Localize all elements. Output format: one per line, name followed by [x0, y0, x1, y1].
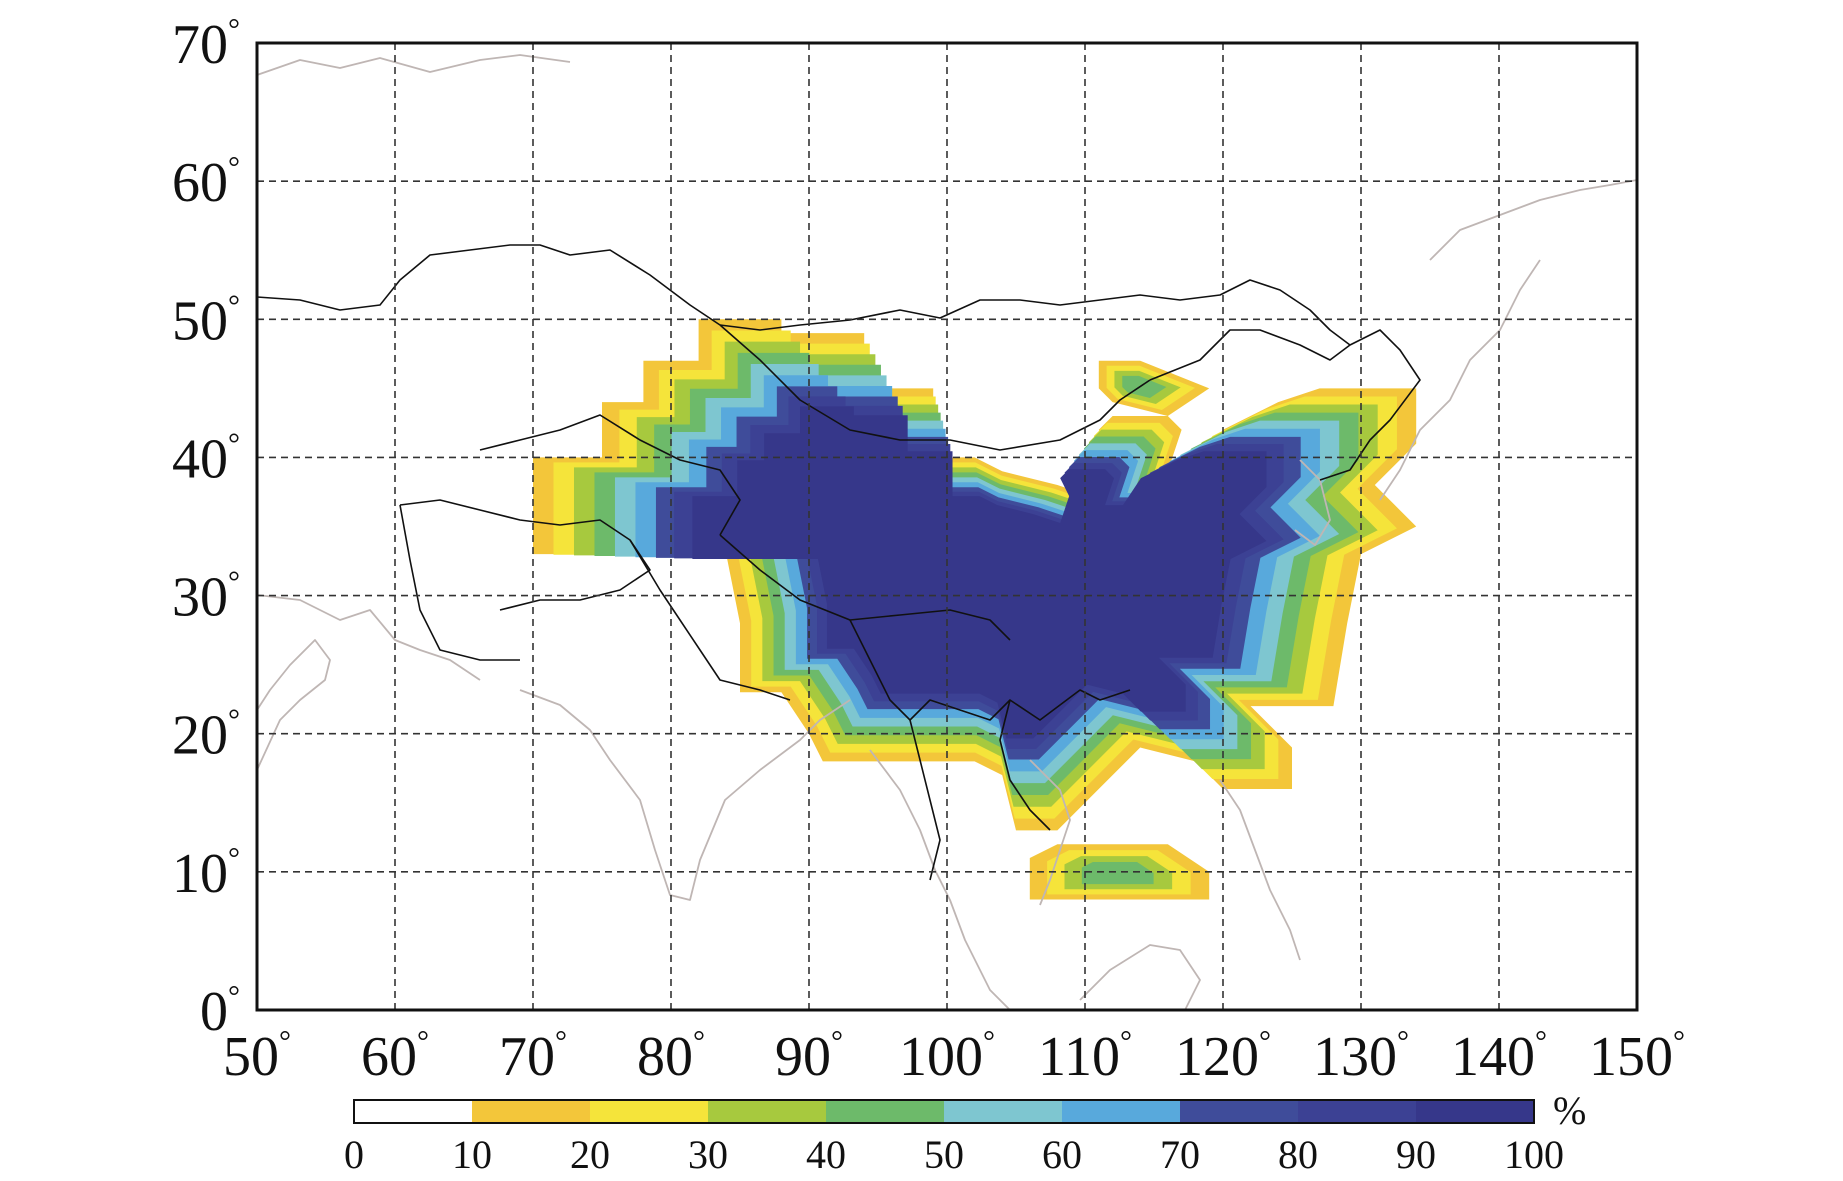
x-tick-label: 130° — [1313, 1025, 1409, 1088]
y-tick-label: 50° — [172, 289, 240, 352]
y-tick-label: 30° — [172, 566, 240, 629]
colorbar-swatch — [1298, 1100, 1417, 1123]
border-china-northeast — [1149, 329, 1421, 481]
colorbar-tick-label: 90 — [1396, 1132, 1436, 1177]
colorbar-tick-label: 50 — [924, 1132, 964, 1177]
border-afghanistan — [399, 499, 651, 611]
colorbar-tick-label: 100 — [1504, 1132, 1564, 1177]
x-tick-label: 100° — [899, 1025, 995, 1088]
colorbar-swatch — [708, 1100, 827, 1123]
x-tick-label: 150° — [1589, 1025, 1685, 1088]
x-tick-label: 90° — [775, 1025, 843, 1088]
y-axis-tick-labels: 0°10°20°30°40°50°60°70° — [172, 13, 240, 1043]
x-tick-label: 50° — [223, 1025, 291, 1088]
coastlines — [257, 54, 1637, 1010]
colorbar-tick-label: 0 — [344, 1132, 364, 1177]
colorbar-swatch — [1180, 1100, 1299, 1123]
coastline-arabia — [257, 639, 331, 771]
coastline-japan — [1379, 259, 1541, 501]
x-tick-label: 70° — [499, 1025, 567, 1088]
border-kazakhstan-russia — [257, 244, 721, 326]
coastline-vietnam — [1029, 759, 1071, 906]
border-southeast-asia — [849, 619, 1131, 721]
border-mongolia-russia — [719, 279, 1351, 346]
x-tick-label: 80° — [637, 1025, 705, 1088]
border-myanmar-thailand — [909, 719, 941, 881]
border-iran — [399, 504, 520, 661]
political-borders — [257, 244, 1421, 881]
colorbar-tick-label: 60 — [1042, 1132, 1082, 1177]
colorbar-tick-label: 40 — [806, 1132, 846, 1177]
colorbar-tick-label: 10 — [452, 1132, 492, 1177]
x-tick-label: 60° — [361, 1025, 429, 1088]
map-grid — [257, 43, 1637, 1010]
colorbar-swatches — [354, 1100, 1535, 1123]
border-pakistan-india — [629, 539, 791, 701]
border-laos-vietnam — [999, 699, 1051, 831]
y-tick-label: 60° — [172, 151, 240, 214]
colorbar-swatch — [1062, 1100, 1181, 1123]
x-tick-label: 110° — [1038, 1025, 1132, 1088]
coastline-north-russia — [257, 54, 571, 76]
x-tick-label: 140° — [1451, 1025, 1547, 1088]
colorbar-tick-labels: 0 10 20 30 40 50 60 70 80 90 100 — [344, 1132, 1564, 1177]
coastline-kamchatka — [1429, 179, 1637, 261]
map-plot-area — [257, 43, 1637, 1010]
y-tick-label: 40° — [172, 427, 240, 490]
contour-patch — [1122, 375, 1167, 399]
coastline-borneo — [1079, 944, 1201, 1010]
colorbar-tick-label: 20 — [570, 1132, 610, 1177]
colorbar-frame — [353, 1099, 1535, 1124]
colorbar-tick-label: 80 — [1278, 1132, 1318, 1177]
contour-patch — [1081, 861, 1154, 885]
colorbar-swatch — [826, 1100, 945, 1123]
map-frame — [255, 41, 1639, 1012]
colorbar-swatch — [472, 1100, 591, 1123]
y-tick-label: 20° — [172, 704, 240, 767]
colorbar-unit: % — [1553, 1088, 1586, 1133]
colorbar-swatch — [590, 1100, 709, 1123]
colorbar-tick-label: 30 — [688, 1132, 728, 1177]
border-central-asia — [479, 414, 741, 536]
colorbar-swatch — [944, 1100, 1063, 1123]
x-axis-tick-labels: 50° 60° 70° 80° 90° 100° 110° 120° 130° 140° 150° — [223, 1025, 1685, 1088]
coastline-indochina — [869, 749, 1011, 1010]
border-himalaya — [719, 534, 1011, 641]
coastline-persian-gulf — [257, 594, 481, 681]
coastline-philippines — [1219, 779, 1301, 961]
border-mongolia-china — [719, 324, 1151, 451]
y-tick-label: 70° — [172, 13, 240, 76]
colorbar: 0 10 20 30 40 50 60 70 80 90 100 % — [344, 1088, 1586, 1177]
colorbar-tick-label: 70 — [1160, 1132, 1200, 1177]
coastline-india — [519, 689, 851, 901]
y-tick-label: 10° — [172, 842, 240, 905]
colorbar-swatch — [1416, 1100, 1535, 1123]
contour-band — [692, 406, 1267, 739]
x-tick-label: 120° — [1175, 1025, 1271, 1088]
colorbar-swatch — [354, 1100, 473, 1123]
coastline-korea — [1294, 459, 1331, 546]
